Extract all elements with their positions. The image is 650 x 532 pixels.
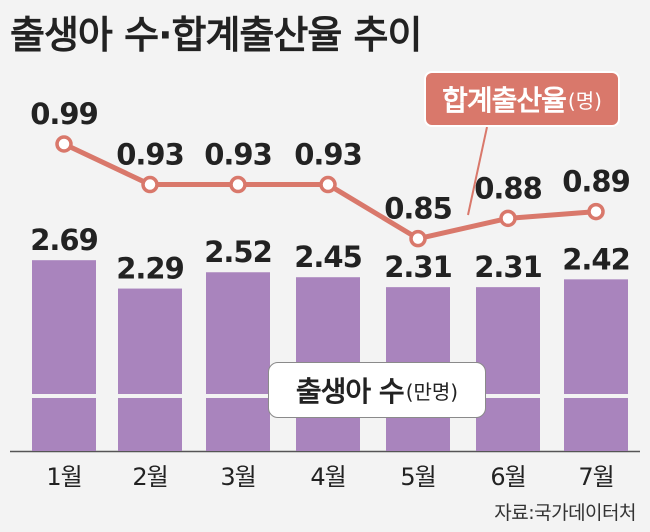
line-point-3: [229, 175, 247, 194]
line-value-label-5: 0.85: [384, 192, 452, 226]
legend-pointer: [467, 126, 488, 216]
bar-break-6: [476, 394, 540, 398]
line-value-label-7: 0.89: [562, 165, 630, 199]
bar-value-label-5: 2.31: [384, 250, 452, 284]
line-point-4: [319, 175, 337, 194]
bar-value-label-3: 2.52: [204, 235, 272, 269]
bar-value-label-7: 2.42: [562, 242, 630, 276]
line-value-label-3: 0.93: [204, 138, 272, 172]
bar-3: [206, 272, 270, 451]
bar-value-label-2: 2.29: [116, 252, 184, 286]
line-point-6: [499, 209, 517, 228]
x-tick-label-1: 1월: [46, 463, 81, 491]
line-legend-unit: (명): [567, 88, 602, 113]
line-legend-label: 합계출산율: [442, 84, 567, 117]
bar-value-label-6: 2.31: [474, 250, 542, 284]
bar-6: [476, 287, 540, 451]
x-tick-label-3: 3월: [220, 463, 255, 491]
line-legend: 합계출산율 (명): [424, 71, 620, 127]
x-tick-label-4: 4월: [310, 463, 345, 491]
x-tick-label-2: 2월: [132, 463, 167, 491]
line-point-1: [55, 135, 73, 153]
source-note: 자료:국가데이터처: [494, 502, 636, 524]
bar-break-7: [564, 394, 628, 398]
line-point-2: [141, 175, 159, 194]
bar-break-2: [118, 394, 182, 398]
bar-value-label-4: 2.45: [294, 240, 362, 274]
bar-break-1: [32, 394, 96, 398]
line-point-7: [587, 202, 605, 221]
line-value-label-4: 0.93: [294, 138, 362, 172]
x-tick-label-7: 7월: [578, 463, 613, 491]
line-value-label-2: 0.93: [116, 138, 184, 172]
line-value-label-6: 0.88: [474, 171, 542, 205]
bar-legend: 출생아 수 (만명): [268, 362, 486, 418]
bar-7: [564, 279, 628, 451]
bar-break-3: [206, 394, 270, 398]
bar-value-label-1: 2.69: [30, 223, 98, 257]
bar-1: [32, 260, 96, 451]
bar-legend-unit: (만명): [405, 379, 459, 404]
bar-2: [118, 288, 182, 451]
line-value-label-1: 0.99: [30, 97, 98, 131]
line-point-5: [409, 229, 427, 248]
bar-legend-label: 출생아 수: [295, 375, 405, 408]
x-tick-label-5: 5월: [400, 463, 435, 491]
x-tick-label-6: 6월: [490, 463, 525, 491]
chart-title: 출생아 수·합계출산율 추이: [10, 13, 422, 57]
